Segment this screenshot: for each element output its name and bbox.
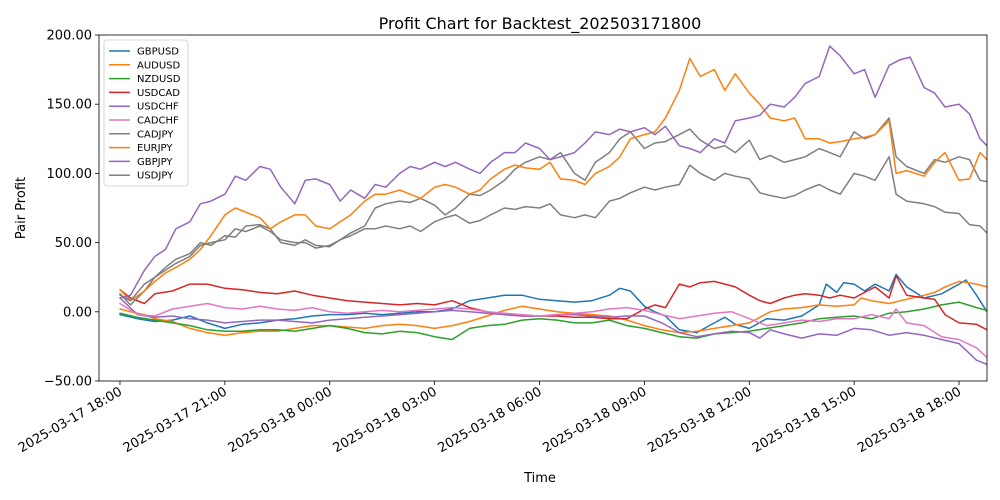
legend-label-usdcad: USDCAD: [137, 88, 180, 99]
legend-label-cadjpy: CADJPY: [137, 129, 174, 140]
series-line-cadchf: [119, 302, 987, 359]
chart-title: Profit Chart for Backtest_202503171800: [379, 14, 702, 34]
y-tick-label: 100.00: [47, 167, 93, 182]
x-axis-title: Time: [523, 471, 556, 486]
y-tick-label: 0.00: [63, 305, 92, 320]
series-line-gbpusd: [119, 273, 987, 334]
y-tick-label: −50.00: [44, 375, 92, 390]
legend-label-usdjpy: USDJPY: [137, 171, 174, 182]
legend-box: [103, 39, 189, 187]
y-tick-label: 150.00: [47, 98, 93, 113]
y-tick-label: 200.00: [47, 29, 93, 44]
legend-label-eurjpy: EURJPY: [137, 143, 173, 154]
series-line-gbpjpy: [119, 45, 987, 299]
legend-label-gbpusd: GBPUSD: [137, 47, 179, 58]
series-layer: [119, 45, 987, 366]
legend-label-gbpjpy: GBPJPY: [137, 157, 173, 168]
series-line-eurjpy: [119, 57, 987, 302]
series-line-usdjpy: [119, 156, 987, 302]
legend: GBPUSD AUDUSD NZDUSD USDCAD USDCHF CADCHF CADJ…: [103, 39, 189, 187]
plot-frame: [98, 34, 988, 382]
series-line-cadjpy: [119, 117, 987, 306]
legend-label-usdchf: USDCHF: [137, 102, 179, 113]
legend-label-cadchf: CADCHF: [137, 116, 179, 127]
y-tick-label: 50.00: [55, 236, 92, 251]
series-line-usdcad: [119, 275, 987, 331]
legend-label-nzdusd: NZDUSD: [137, 74, 181, 85]
series-line-nzdusd: [119, 301, 987, 341]
legend-label-audusd: AUDUSD: [137, 60, 181, 71]
y-axis-title: Pair Profit: [14, 177, 29, 239]
